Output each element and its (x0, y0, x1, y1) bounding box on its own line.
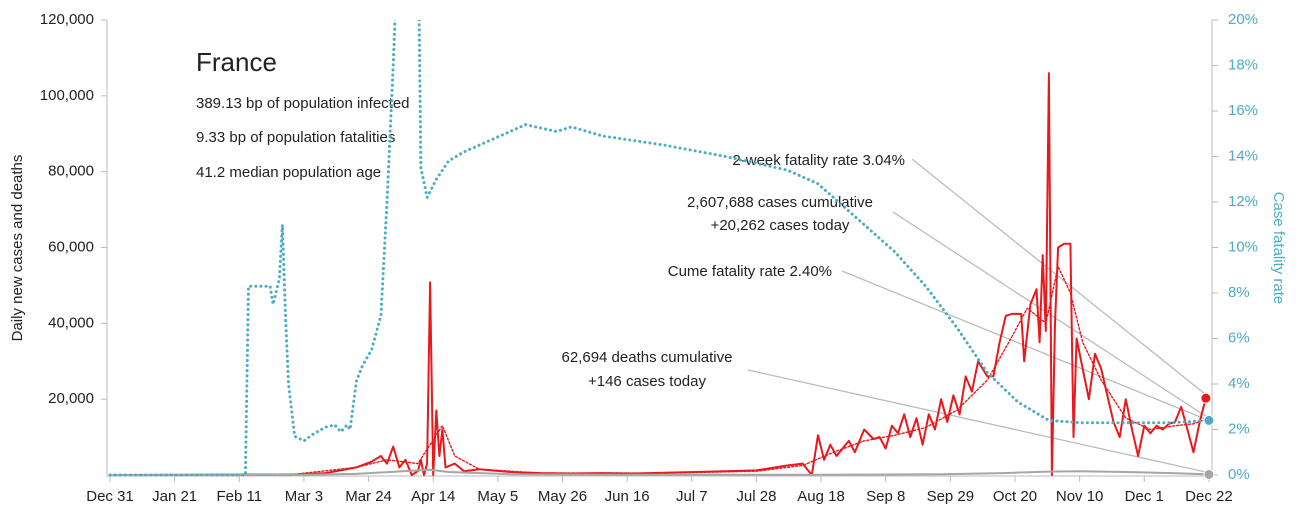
x-tick-label: Mar 24 (345, 488, 392, 505)
y-tick-label: 60,000 (48, 238, 94, 255)
x-tick-label: May 5 (477, 488, 518, 505)
series-line (108, 20, 1211, 477)
x-tick-label: Sep 8 (866, 488, 905, 505)
end-marker (1203, 468, 1215, 480)
x-tick-label: Jul 7 (676, 488, 708, 505)
y-axis-label: Daily new cases and deaths (9, 155, 26, 342)
y2-tick-label: 6% (1228, 329, 1250, 346)
x-tick-label: Sep 29 (927, 488, 975, 505)
series-line (109, 468, 1210, 476)
x-tick-label: Nov 10 (1056, 488, 1104, 505)
x-tick-label: Jun 16 (605, 488, 650, 505)
plot-area (108, 20, 1211, 477)
series-line (109, 265, 1210, 476)
x-tick-label: Jul 28 (736, 488, 776, 505)
subtitle: 389.13 bp of population infected (196, 95, 410, 112)
leader-line (911, 158, 1211, 399)
y2-tick-label: 10% (1228, 238, 1258, 255)
x-tick-label: Aug 18 (797, 488, 845, 505)
x-tick-label: Dec 22 (1185, 488, 1233, 505)
leader-line (747, 369, 1211, 474)
y-tick-label: 80,000 (48, 163, 94, 180)
x-tick-label: Apr 14 (411, 488, 455, 505)
x-tick-label: Mar 3 (285, 488, 323, 505)
end-marker (1200, 392, 1212, 404)
y2-tick-label: 0% (1228, 466, 1250, 483)
y-tick-label: 20,000 (48, 390, 94, 407)
y2-tick-label: 16% (1228, 102, 1258, 119)
y2-axis-label: Case fatality rate (1270, 192, 1287, 305)
x-tick-label: May 26 (538, 488, 587, 505)
annotation: 62,694 deaths cumulative (562, 349, 733, 366)
y2-tick-label: 20% (1228, 11, 1258, 28)
y2-tick-label: 14% (1228, 147, 1258, 164)
series-line (109, 72, 1207, 476)
y2-tick-label: 8% (1228, 284, 1250, 301)
x-tick-label: Dec 31 (86, 488, 134, 505)
y-tick-label: 40,000 (48, 314, 94, 331)
y2-tick-label: 12% (1228, 193, 1258, 210)
x-tick-label: Jan 21 (152, 488, 197, 505)
annotation: 2-week fatality rate 3.04% (732, 152, 905, 169)
x-tick-label: Dec 1 (1125, 488, 1164, 505)
y2-tick-label: 2% (1228, 420, 1250, 437)
y2-tick-label: 4% (1228, 375, 1250, 392)
end-marker (1203, 414, 1215, 426)
annotation: 2,607,688 cases cumulative (687, 194, 873, 211)
annotation: +146 cases today (588, 373, 707, 390)
x-tick-label: Feb 11 (216, 488, 262, 505)
y-tick-label: 100,000 (40, 87, 94, 104)
y2-tick-label: 18% (1228, 56, 1258, 73)
annotation: +20,262 cases today (711, 217, 850, 234)
subtitle: 9.33 bp of population fatalities (196, 129, 395, 146)
chart-title: France (196, 47, 277, 77)
annotation: Cume fatality rate 2.40% (668, 263, 832, 280)
y-tick-label: 120,000 (40, 11, 94, 28)
x-tick-label: Oct 20 (993, 488, 1037, 505)
subtitle: 41.2 median population age (196, 164, 381, 181)
